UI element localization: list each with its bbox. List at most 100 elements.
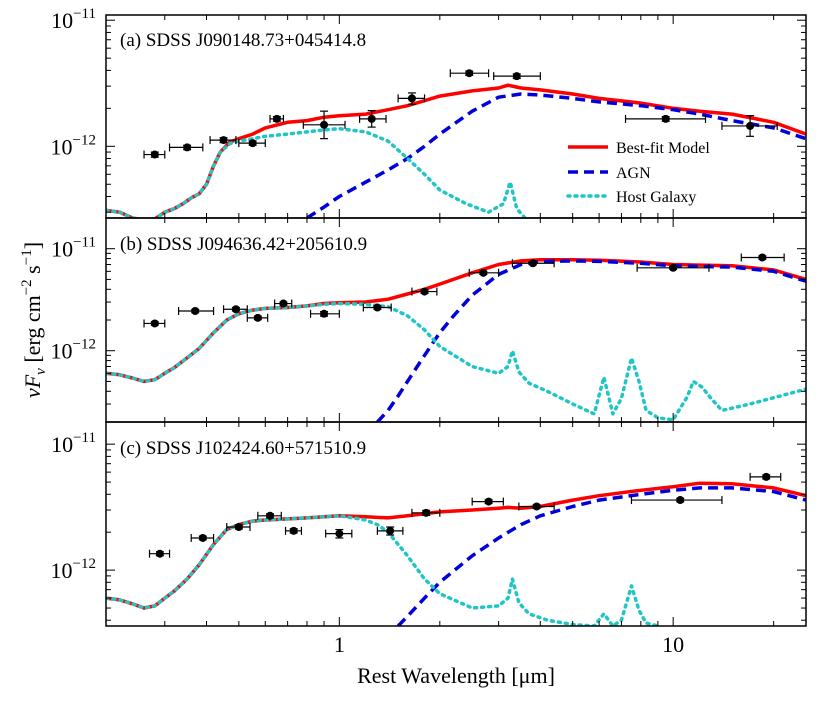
tick-base: 10 (51, 432, 73, 457)
data-marker (528, 259, 537, 268)
legend: Best-fit Model AGN Host Galaxy (566, 140, 710, 206)
data-marker (191, 307, 200, 316)
tick-exponent: −12 (73, 337, 96, 353)
panel-c-host-curve (106, 514, 660, 626)
panel-c-series (106, 481, 806, 626)
data-marker (422, 508, 431, 517)
data-marker (279, 299, 288, 308)
panel-a-ticks: 10−12 10−11 (51, 6, 806, 218)
data-marker (373, 303, 382, 312)
panel-a-data-point-11 (624, 114, 707, 123)
panel-c-data-points (148, 472, 782, 558)
panel-b-data-point-2 (178, 307, 215, 316)
tick-exponent: −11 (73, 235, 96, 251)
panel-b-title: (b) SDSS J094636.42+205610.9 (120, 234, 367, 255)
data-marker (183, 143, 192, 152)
data-marker (248, 139, 257, 148)
data-marker (231, 305, 240, 314)
y-label-units-b: s (20, 265, 45, 279)
x-tick-label: 1 (334, 632, 345, 657)
panel-c-data-point-12 (749, 472, 782, 481)
panel-c-agn-curve (396, 486, 806, 626)
panel-b-data-point-7 (362, 303, 392, 312)
panel-b-data-point-6 (309, 309, 340, 318)
data-marker (479, 268, 488, 277)
tick-base: 10 (51, 339, 73, 364)
data-marker (484, 497, 493, 506)
data-marker (320, 309, 329, 318)
y-label-sub: ν (33, 368, 49, 375)
panel-b-data-point-9 (468, 268, 500, 277)
panel-c-data-point-2 (190, 533, 215, 542)
legend-label-model: Best-fit Model (616, 140, 710, 157)
panel-c-data-point-8 (411, 508, 441, 517)
panel-b-data-point-5 (274, 299, 293, 308)
panel-b-data-point-11 (636, 263, 710, 272)
tick-exponent: −12 (73, 556, 96, 572)
y-axis-label: νFν [erg cm−2 s−1] (19, 242, 49, 398)
panel-b-data-point-10 (511, 259, 555, 268)
y-label-units-a: [erg cm (20, 295, 45, 368)
data-marker (465, 69, 474, 78)
data-marker (762, 472, 771, 481)
data-marker (234, 522, 243, 531)
panel-b-model-curve (106, 257, 806, 384)
panel-b-data-point-8 (411, 287, 438, 296)
legend-label-host: Host Galaxy (616, 189, 696, 206)
panel-c-y-tick-label: 10−11 (51, 430, 96, 457)
data-marker (367, 114, 376, 123)
panel-c-data-point-1 (148, 549, 171, 558)
data-marker (420, 287, 429, 296)
data-marker (386, 526, 395, 535)
panel-a-y-tick-label: 10−11 (51, 6, 96, 33)
panel-a-y-tick-label: 10−12 (51, 132, 96, 159)
panel-a-data-point-4 (238, 139, 266, 148)
panel-b-data-point-3 (222, 305, 248, 314)
panel-a-data-point-8 (397, 92, 426, 105)
panel-c-data-point-4 (257, 511, 282, 520)
panel-a-data-point-2 (168, 143, 204, 152)
panel-c-data-point-5 (284, 526, 303, 535)
data-marker (155, 549, 164, 558)
panel-c-data-point-11 (630, 496, 723, 505)
y-label-base: νF (20, 374, 45, 398)
panel-b-agn-curve (376, 259, 806, 422)
y-label-units-c: ] (20, 242, 45, 249)
tick-base: 10 (51, 134, 73, 159)
panel-a-data-point-3 (209, 136, 237, 145)
x-tick-label: 10 (662, 632, 684, 657)
panel-a-data-point-1 (143, 150, 166, 159)
data-marker (150, 150, 159, 159)
panel-c-ticks: 10 −12 10−11 1 10 (51, 422, 806, 657)
x-axis-label: Rest Wavelength [μm] (357, 663, 555, 688)
legend-label-agn: AGN (616, 165, 651, 182)
panel-a-host-curve (106, 126, 527, 218)
panel-a-data-point-6 (302, 110, 346, 140)
data-marker (407, 94, 416, 103)
tick-exponent: −11 (73, 430, 96, 446)
y-label-sup-b: −1 (19, 249, 35, 265)
data-marker (532, 502, 541, 511)
data-marker (669, 263, 678, 272)
panel-b-data-point-4 (246, 313, 269, 322)
data-marker (512, 72, 521, 81)
data-marker (320, 120, 329, 129)
data-marker (289, 526, 298, 535)
tick-base: 10 (51, 237, 73, 262)
panel-a-data-point-9 (449, 69, 490, 78)
panel-b-data-points (143, 253, 785, 328)
panel-c-data-point-9 (471, 497, 504, 506)
data-marker (746, 121, 755, 130)
panel-b-y-tick-label: 10−11 (51, 235, 96, 262)
tick-exponent: −12 (73, 132, 96, 148)
panel-c-data-point-7 (376, 526, 404, 536)
data-marker (661, 114, 670, 123)
panel-c-data-point-3 (226, 522, 251, 531)
panel-b-data-point-1 (143, 319, 166, 328)
panel-a-data-point-7 (358, 109, 387, 128)
